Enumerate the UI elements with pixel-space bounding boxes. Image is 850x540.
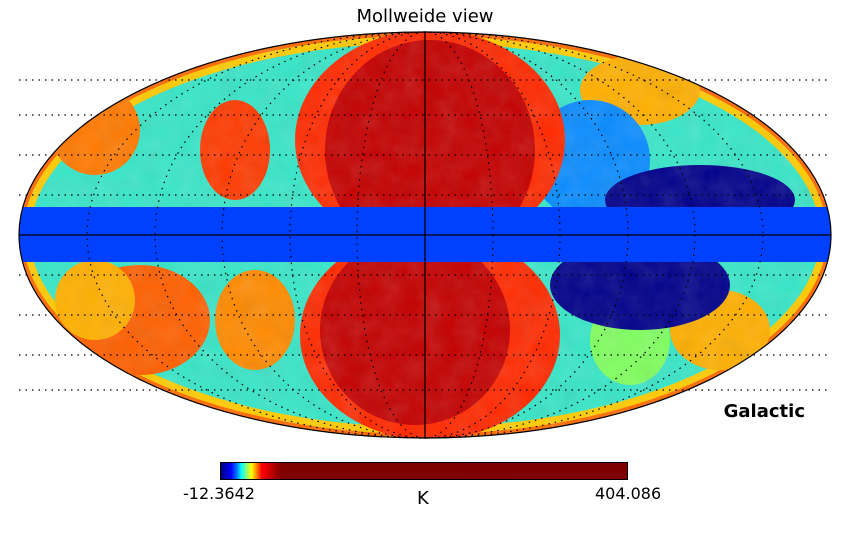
coordinate-system-label: Galactic [723, 401, 805, 422]
colorbar-unit-label: K [417, 488, 429, 509]
mollweide-sky-map [18, 31, 832, 439]
plot-title: Mollweide view [356, 6, 494, 27]
colorbar [220, 462, 628, 480]
colorbar-min-label: -12.3642 [183, 484, 255, 503]
colorbar-max-label: 404.086 [595, 484, 662, 503]
map-outline [18, 31, 832, 439]
